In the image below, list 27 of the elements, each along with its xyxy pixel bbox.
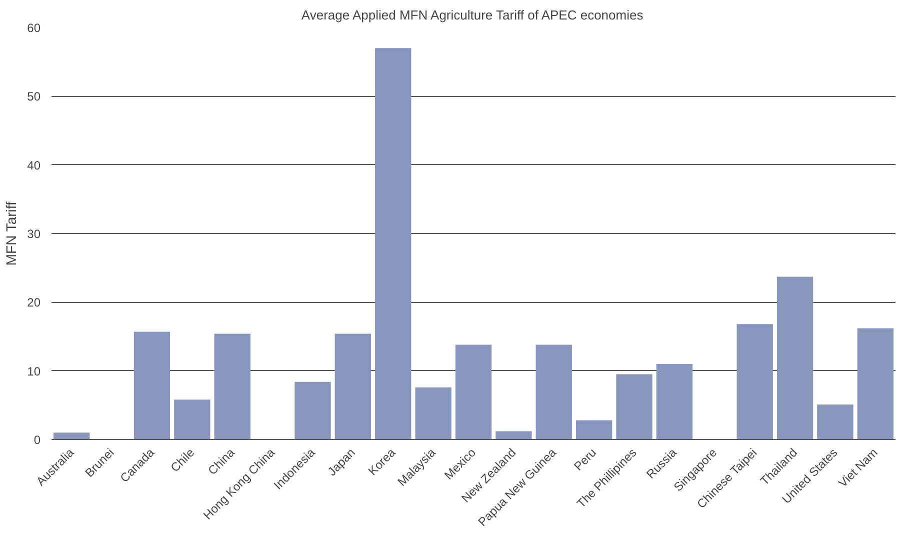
bar — [576, 420, 612, 440]
bar — [174, 400, 210, 440]
bar — [54, 432, 90, 440]
bar — [536, 344, 572, 440]
bar — [857, 328, 894, 440]
y-tick-label: 0 — [34, 433, 41, 447]
bar — [214, 334, 250, 440]
bar — [294, 382, 331, 440]
bar — [415, 387, 452, 440]
bar — [776, 276, 814, 440]
y-tick-label: 40 — [27, 158, 41, 172]
y-axis-title: MFN Tariff — [3, 201, 20, 266]
y-tick-label: 30 — [27, 227, 41, 241]
bar — [817, 404, 854, 440]
bar — [455, 344, 492, 440]
bar — [616, 374, 652, 440]
bar — [496, 431, 532, 440]
bar — [736, 324, 773, 440]
y-tick-label: 50 — [27, 90, 41, 104]
bar — [656, 364, 693, 440]
y-tick-label: 60 — [27, 21, 41, 35]
y-tick-label: 10 — [27, 364, 41, 378]
bar — [134, 332, 170, 440]
chart-title: Average Applied MFN Agriculture Tariff of APEC economies — [301, 8, 644, 22]
bar — [375, 48, 412, 440]
y-tick-label: 20 — [27, 296, 41, 310]
bar — [334, 334, 372, 440]
